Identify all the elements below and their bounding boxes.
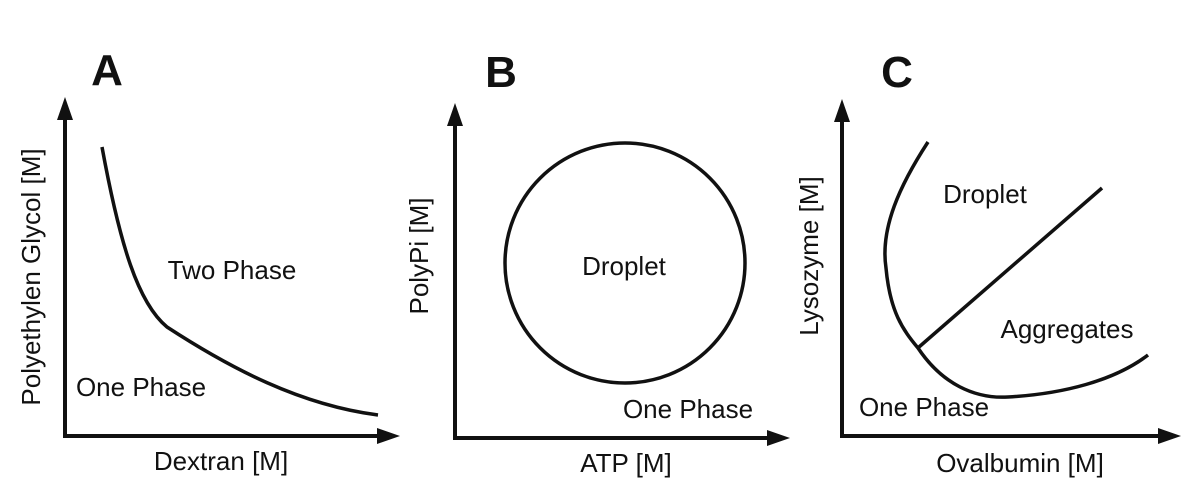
panel-a-region-two-phase: Two Phase (168, 255, 297, 285)
panel-c-region-droplet: Droplet (943, 179, 1028, 209)
panel-a-x-axis-label: Dextran [M] (154, 446, 288, 476)
panel-c-y-axis-label: Lysozyme [M] (794, 176, 824, 335)
panel-a-axes (63, 118, 382, 438)
panel-b-droplet-boundary-circle (503, 141, 747, 385)
panel-b-y-axis-label: PolyPi [M] (404, 197, 434, 314)
panel-a-letter: A (91, 46, 123, 95)
panel-b-region-droplet: Droplet (582, 251, 667, 281)
panel-a-region-one-phase: One Phase (76, 372, 206, 402)
panel-b: B Droplet One Phase ATP [M] PolyPi [M] (404, 48, 790, 478)
panel-c-x-axis-arrowhead (1158, 428, 1181, 444)
panel-c-phase-divider-line (917, 186, 1104, 349)
panel-a-x-axis-arrowhead (377, 428, 400, 444)
panel-c-region-one-phase: One Phase (859, 392, 989, 422)
panel-b-axes (453, 124, 772, 440)
panel-b-region-one-phase: One Phase (623, 394, 753, 424)
panel-c-binodal-curve (883, 141, 1150, 399)
panel-c-letter: C (881, 48, 913, 97)
panel-b-y-axis-arrowhead (447, 103, 463, 126)
panel-b-letter: B (485, 48, 517, 97)
panel-b-x-axis-arrowhead (767, 430, 790, 446)
panel-c: C Droplet Aggregates One Phase Ovalbumin… (794, 48, 1181, 478)
panel-a: A Two Phase One Phase Dextran [M] Polyet… (16, 46, 400, 476)
panel-c-axes (840, 120, 1163, 438)
panel-a-y-axis-arrowhead (57, 97, 73, 120)
panel-c-region-aggregates: Aggregates (1001, 314, 1134, 344)
panel-c-y-axis-arrowhead (834, 99, 850, 122)
panel-c-x-axis-label: Ovalbumin [M] (936, 448, 1104, 478)
panel-a-binodal-curve (100, 146, 379, 417)
panel-a-y-axis-label: Polyethylen Glycol [M] (16, 148, 46, 405)
panel-b-x-axis-label: ATP [M] (580, 448, 672, 478)
